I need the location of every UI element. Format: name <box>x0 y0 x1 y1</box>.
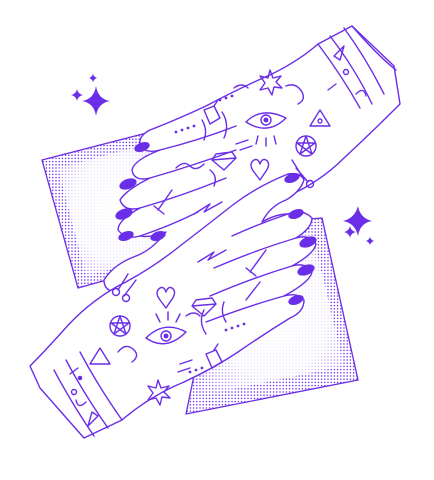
potion-bottle-icon-lower <box>205 343 223 369</box>
lower-hand <box>29 172 317 439</box>
upper-hand-nails <box>115 141 166 242</box>
starburst-icon <box>259 69 283 96</box>
lower-hand-lines <box>53 213 297 437</box>
starburst-icon-lower <box>147 379 171 406</box>
pentagram-icon <box>295 135 317 157</box>
triangle-icon-lower <box>89 347 111 365</box>
dot-row-lower <box>188 322 246 374</box>
triangle-icon <box>309 109 331 127</box>
lower-hand-tattoos <box>69 249 267 427</box>
heart-icon <box>250 158 270 181</box>
lower-hand-nails <box>284 172 317 306</box>
heart-icon-lower <box>156 286 176 309</box>
dot-row <box>174 94 234 134</box>
dagger-icon-lower <box>245 249 267 301</box>
diamond-icon-lower <box>191 297 217 317</box>
sparkle-icon-right <box>343 206 374 245</box>
dagger-icon <box>153 189 173 215</box>
sparkle-icon-top-left <box>71 74 110 116</box>
upper-hand-tattoos <box>153 45 367 215</box>
pentagram-icon-lower <box>109 315 131 337</box>
potion-bottle-icon <box>203 99 221 125</box>
scissors-icon-lower <box>111 273 137 303</box>
lightning-icon-lower <box>197 249 227 263</box>
diamond-icon <box>211 151 237 171</box>
eye-icon <box>245 112 287 147</box>
eye-icon-lower <box>145 311 187 345</box>
lightning-icon <box>193 201 223 215</box>
